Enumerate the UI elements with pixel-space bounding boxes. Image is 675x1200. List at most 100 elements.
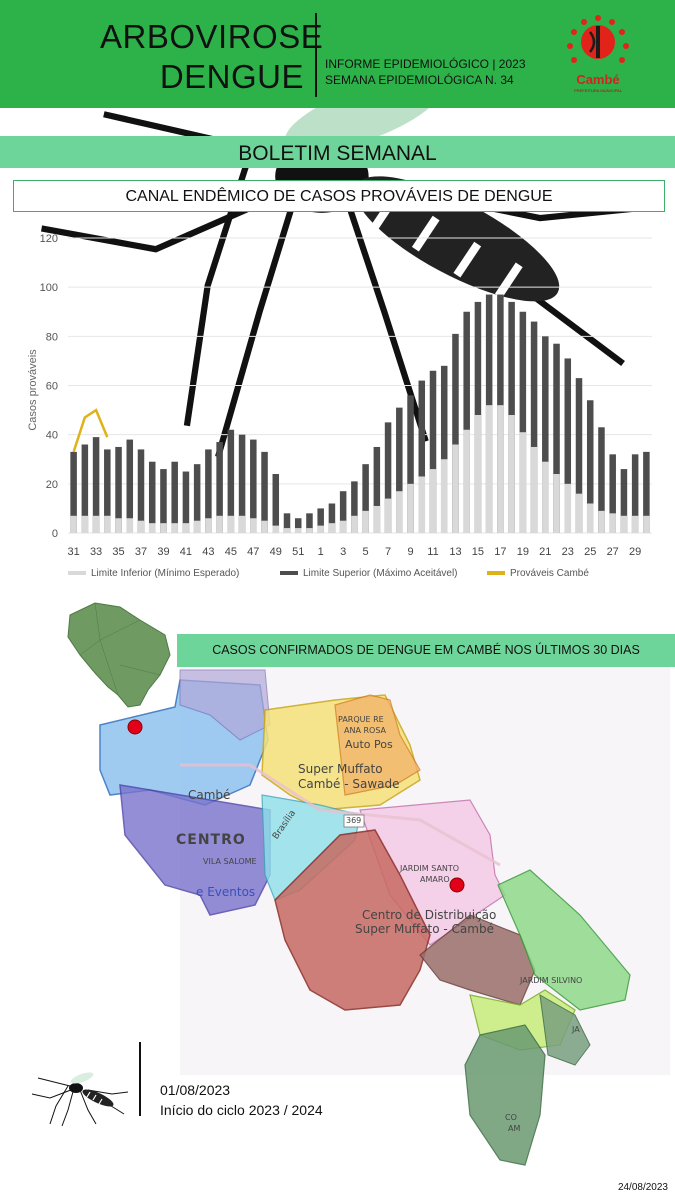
weekly-bulletin-title: BOLETIM SEMANAL <box>238 142 437 165</box>
lower-limit-bar <box>362 510 369 533</box>
region-red <box>274 829 431 1011</box>
upper-limit-bar <box>283 513 291 533</box>
lower-limit-bar <box>216 515 223 533</box>
map-label-jardim-santo: JARDIM SANTO <box>400 864 460 873</box>
lower-limit-bar <box>351 515 358 533</box>
x-tick-label: 35 <box>112 546 124 558</box>
lower-limit-bar <box>620 515 628 533</box>
region-brown <box>419 914 536 1006</box>
map-label-cambe-sawade: Cambé - Sawade <box>298 777 400 791</box>
map-label-road: 369 <box>346 816 362 825</box>
logo-wordmark: Cambé <box>576 72 620 87</box>
x-tick-label: 11 <box>427 546 438 558</box>
legend-swatch <box>280 571 298 575</box>
lower-limit-bar <box>429 469 437 533</box>
y-axis-ticks: 0 20 40 60 80 100 120 <box>40 233 58 540</box>
lower-limit-bar <box>643 515 650 533</box>
upper-limit-bar <box>384 422 392 533</box>
x-tick-label: 23 <box>562 546 574 558</box>
x-axis-ticks: 31 33 35 37 39 41 43 45 47 49 51 1 3 5 7 9 11 13 15 17 19 21 2… <box>67 546 641 558</box>
upper-limit-bar <box>586 400 594 533</box>
upper-limit-bar <box>643 451 650 533</box>
upper-limit-bar <box>440 365 448 533</box>
upper-limit-bar <box>306 513 313 533</box>
map-label-vila-salome: VILA SALOME <box>203 857 257 866</box>
case-marker <box>449 877 465 893</box>
mosquito-icon <box>31 1072 129 1127</box>
confirmed-cases-banner <box>177 634 675 667</box>
legend-swatch <box>487 571 505 575</box>
lower-limit-bar <box>317 525 324 533</box>
x-tick-label: 39 <box>157 546 169 558</box>
upper-limit-bar <box>261 451 268 533</box>
lower-limit-bars <box>70 405 650 533</box>
lower-limit-bar <box>530 446 538 533</box>
upper-limit-bars <box>70 294 650 533</box>
lower-limit-bar <box>463 429 470 533</box>
header-title-line2: DENGUE <box>159 58 304 95</box>
upper-limit-bar <box>171 461 178 533</box>
y-tick-label: 120 <box>40 233 58 245</box>
upper-limit-bar <box>216 442 223 533</box>
map-label-auto-pos: Auto Pos <box>345 738 393 751</box>
lower-limit-bar <box>171 523 178 533</box>
x-tick-label: 7 <box>385 546 391 558</box>
y-tick-label: 40 <box>46 430 58 442</box>
legend-label: Prováveis Cambé <box>510 568 589 579</box>
x-tick-label: 31 <box>67 546 79 558</box>
lower-limit-bar <box>205 518 212 533</box>
lower-limit-bar <box>407 483 414 533</box>
x-tick-label: 15 <box>472 546 484 558</box>
chart-title: CANAL ENDÊMICO DE CASOS PROVÁVEIS DE DEN… <box>125 188 553 205</box>
chart-grid <box>68 237 652 534</box>
upper-limit-bar <box>530 321 538 533</box>
lower-limit-bar <box>227 515 235 533</box>
map-label-co: CO <box>505 1113 517 1122</box>
x-tick-label: 51 <box>292 546 304 558</box>
x-tick-label: 43 <box>202 546 214 558</box>
lower-limit-bar <box>261 520 268 533</box>
x-tick-label: 13 <box>449 546 461 558</box>
map-label-am: AM <box>508 1124 521 1133</box>
upper-limit-bar <box>137 449 145 533</box>
y-tick-label: 20 <box>46 479 58 491</box>
upper-limit-bar <box>452 333 459 533</box>
lower-limit-bar <box>586 503 594 533</box>
y-tick-label: 80 <box>46 331 58 343</box>
header-info-line2: SEMANA EPIDEMIOLÓGICA N. 34 <box>325 73 514 87</box>
lower-limit-bar <box>631 515 639 533</box>
upper-limit-bar <box>250 439 257 533</box>
upper-limit-bar <box>418 380 426 533</box>
lower-limit-bar <box>250 518 257 533</box>
x-tick-label: 9 <box>407 546 413 558</box>
lower-limit-bar <box>485 405 493 533</box>
map-label-eventos: e Eventos <box>196 885 256 899</box>
map-label-centro: CENTRO <box>176 832 246 848</box>
upper-limit-bar <box>182 471 190 533</box>
upper-limit-bar <box>126 439 134 533</box>
map-label-ja: JA <box>572 1025 580 1034</box>
upper-limit-bar <box>81 444 89 533</box>
upper-limit-bar <box>542 336 549 533</box>
upper-limit-bar <box>609 454 616 533</box>
x-tick-label: 1 <box>318 546 324 558</box>
x-tick-label: 37 <box>135 546 147 558</box>
lower-limit-bar <box>396 491 403 533</box>
confirmed-cases-title: CASOS CONFIRMADOS DE DENGUE EM CAMBÉ NOS… <box>212 643 640 657</box>
region-orange <box>334 694 421 796</box>
map-label-jardim-silvino: JARDIM SILVINO <box>520 976 583 985</box>
lower-limit-bar <box>542 461 549 533</box>
lower-limit-bar <box>306 528 313 533</box>
region-southeast <box>539 994 591 1066</box>
map-label-cambe: Cambé <box>188 788 231 802</box>
upper-limit-bar <box>294 518 302 533</box>
lower-limit-bar <box>148 523 156 533</box>
chart-legend: Limite Inferior (Mínimo Esperado) Limite … <box>68 568 589 579</box>
cycle-label: Início do ciclo 2023 / 2024 <box>160 1102 323 1118</box>
upper-limit-bar <box>227 429 235 533</box>
map-label-amaro: AMARO <box>420 875 450 884</box>
upper-limit-bar <box>631 454 639 533</box>
header-title-line1: ARBOVIROSE <box>100 18 324 55</box>
upper-limit-bar <box>317 508 324 533</box>
lower-limit-bar <box>497 405 504 533</box>
